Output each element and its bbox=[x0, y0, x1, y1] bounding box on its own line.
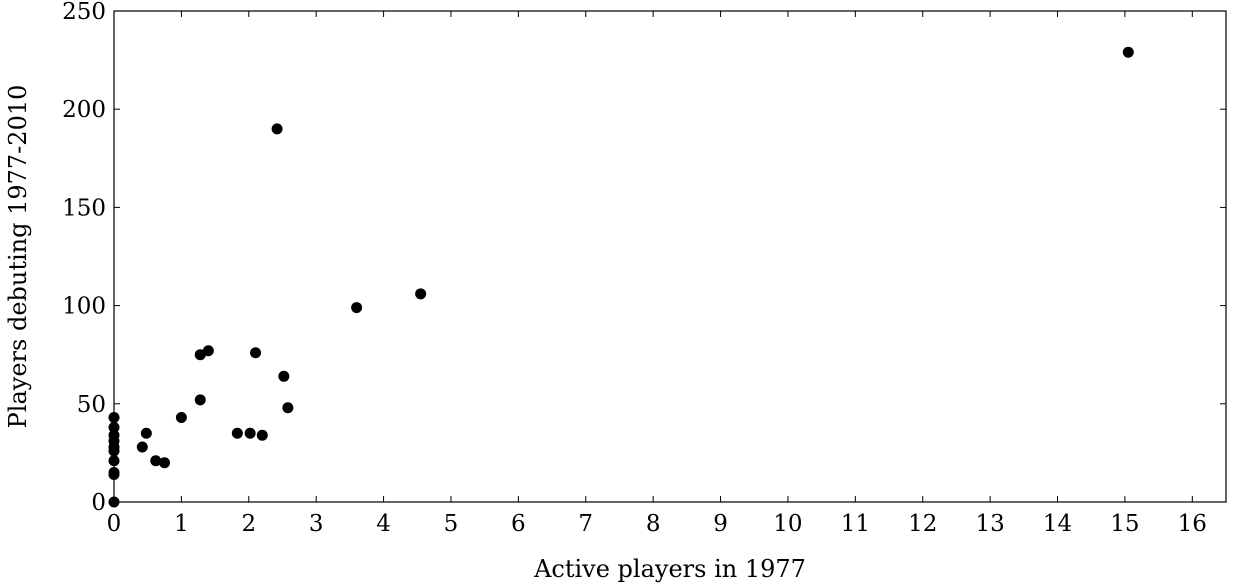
data-point bbox=[271, 123, 283, 135]
x-tick-label: 15 bbox=[1110, 511, 1139, 537]
y-tick-label: 150 bbox=[62, 195, 106, 221]
x-tick-label: 13 bbox=[975, 511, 1004, 537]
y-axis-label: Players debuting 1977-2010 bbox=[4, 85, 32, 429]
data-point bbox=[250, 347, 262, 359]
y-axis-ticks: 0 50 100 150 200 250 bbox=[62, 0, 1226, 516]
data-point bbox=[194, 394, 206, 406]
x-tick-label: 10 bbox=[773, 511, 802, 537]
y-tick-label: 200 bbox=[62, 97, 106, 123]
data-points bbox=[108, 46, 1134, 508]
data-point bbox=[136, 441, 148, 453]
y-tick-label: 50 bbox=[77, 392, 106, 418]
x-tick-label: 8 bbox=[646, 511, 661, 537]
data-point bbox=[108, 421, 120, 433]
data-point bbox=[108, 412, 120, 424]
x-tick-label: 0 bbox=[107, 511, 122, 537]
x-axis-label: Active players in 1977 bbox=[533, 555, 806, 583]
x-tick-label: 2 bbox=[241, 511, 256, 537]
x-axis-ticks: 0 1 2 3 4 5 6 7 8 9 10 11 12 13 14 15 16 bbox=[107, 11, 1207, 537]
data-point bbox=[231, 427, 243, 439]
y-tick-label: 0 bbox=[91, 490, 106, 516]
data-point bbox=[202, 345, 214, 357]
data-point bbox=[175, 412, 187, 424]
x-tick-label: 4 bbox=[376, 511, 391, 537]
x-tick-label: 14 bbox=[1043, 511, 1072, 537]
y-tick-label: 250 bbox=[62, 0, 106, 25]
data-point bbox=[108, 496, 120, 508]
data-point bbox=[108, 467, 120, 479]
data-point bbox=[159, 457, 171, 469]
data-point bbox=[256, 429, 268, 441]
plot-area-frame bbox=[113, 10, 1227, 503]
x-tick-label: 7 bbox=[578, 511, 593, 537]
data-point bbox=[415, 288, 427, 300]
x-tick-label: 6 bbox=[511, 511, 526, 537]
x-tick-label: 9 bbox=[713, 511, 728, 537]
x-tick-label: 16 bbox=[1178, 511, 1207, 537]
data-point bbox=[150, 455, 162, 467]
data-point bbox=[278, 370, 290, 382]
data-point bbox=[1122, 46, 1134, 58]
data-point bbox=[108, 455, 120, 467]
x-tick-label: 11 bbox=[841, 511, 870, 537]
data-point bbox=[140, 427, 152, 439]
x-tick-label: 5 bbox=[444, 511, 459, 537]
data-point bbox=[244, 427, 256, 439]
x-tick-label: 1 bbox=[174, 511, 189, 537]
y-tick-label: 100 bbox=[62, 294, 106, 320]
data-point bbox=[351, 302, 363, 314]
x-tick-label: 12 bbox=[908, 511, 937, 537]
x-tick-label: 3 bbox=[309, 511, 324, 537]
data-point bbox=[282, 402, 294, 414]
data-point bbox=[108, 429, 120, 441]
